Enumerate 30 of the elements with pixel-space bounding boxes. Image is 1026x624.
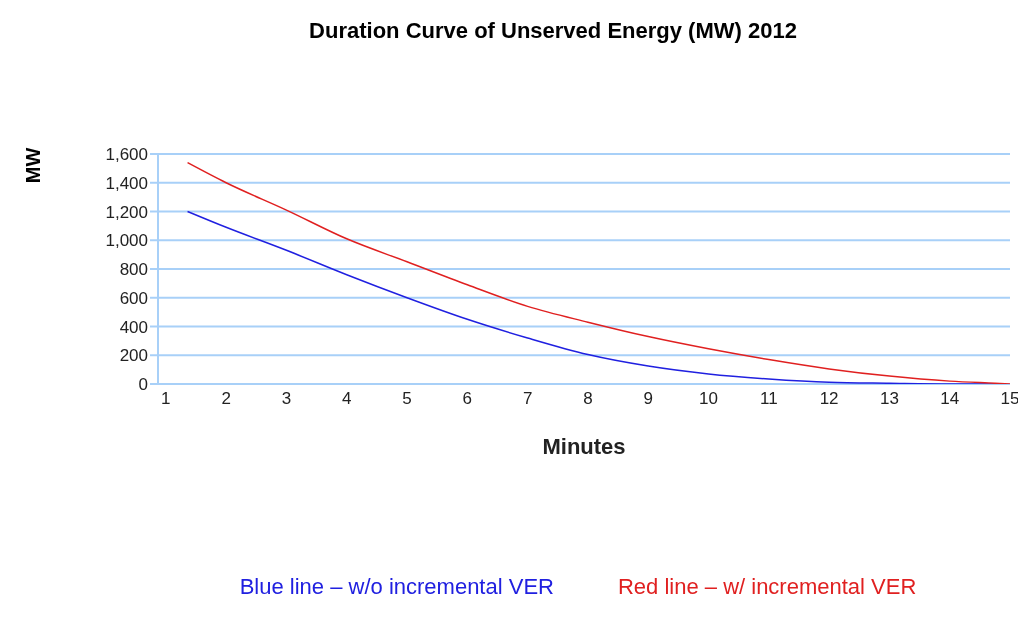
x-tick-label: 2 bbox=[221, 389, 231, 409]
y-tick-label: 1,600 bbox=[105, 145, 148, 165]
x-tick-label: 10 bbox=[699, 389, 718, 409]
x-tick-label: 14 bbox=[940, 389, 960, 409]
x-tick-label: 5 bbox=[402, 389, 412, 409]
y-tick-label: 0 bbox=[138, 375, 148, 395]
x-tick-label: 1 bbox=[161, 389, 171, 409]
chart-title: Duration Curve of Unserved Energy (MW) 2012 bbox=[308, 18, 798, 44]
x-tick-label: 15 bbox=[1000, 389, 1020, 409]
x-tick-label: 12 bbox=[819, 389, 839, 409]
x-axis-title: Minutes bbox=[542, 434, 626, 459]
y-tick-label: 1,000 bbox=[105, 231, 148, 251]
y-tick-label: 800 bbox=[119, 260, 148, 280]
x-tick-label: 3 bbox=[281, 389, 292, 409]
x-tick-label: 13 bbox=[879, 389, 899, 409]
x-tick-label: 8 bbox=[583, 389, 593, 409]
y-tick-label: 600 bbox=[119, 288, 148, 308]
y-axis-title: MW bbox=[22, 147, 46, 184]
x-tick-label: 11 bbox=[759, 389, 778, 409]
y-tick-label: 400 bbox=[119, 317, 148, 337]
x-tick-label: 7 bbox=[522, 389, 533, 409]
line-series bbox=[186, 161, 1010, 384]
x-tick-label: 6 bbox=[462, 389, 473, 409]
y-tick-label: 1,400 bbox=[105, 173, 148, 193]
x-tick-label: 9 bbox=[643, 389, 653, 409]
x-tick-label: 4 bbox=[342, 389, 352, 409]
text: Blue line – w/o incremental VER bbox=[239, 574, 554, 600]
y-tick-label: 200 bbox=[119, 346, 148, 366]
y-tick-label: 1,200 bbox=[105, 202, 148, 222]
text: Red line – w/ incremental VER bbox=[617, 574, 917, 600]
